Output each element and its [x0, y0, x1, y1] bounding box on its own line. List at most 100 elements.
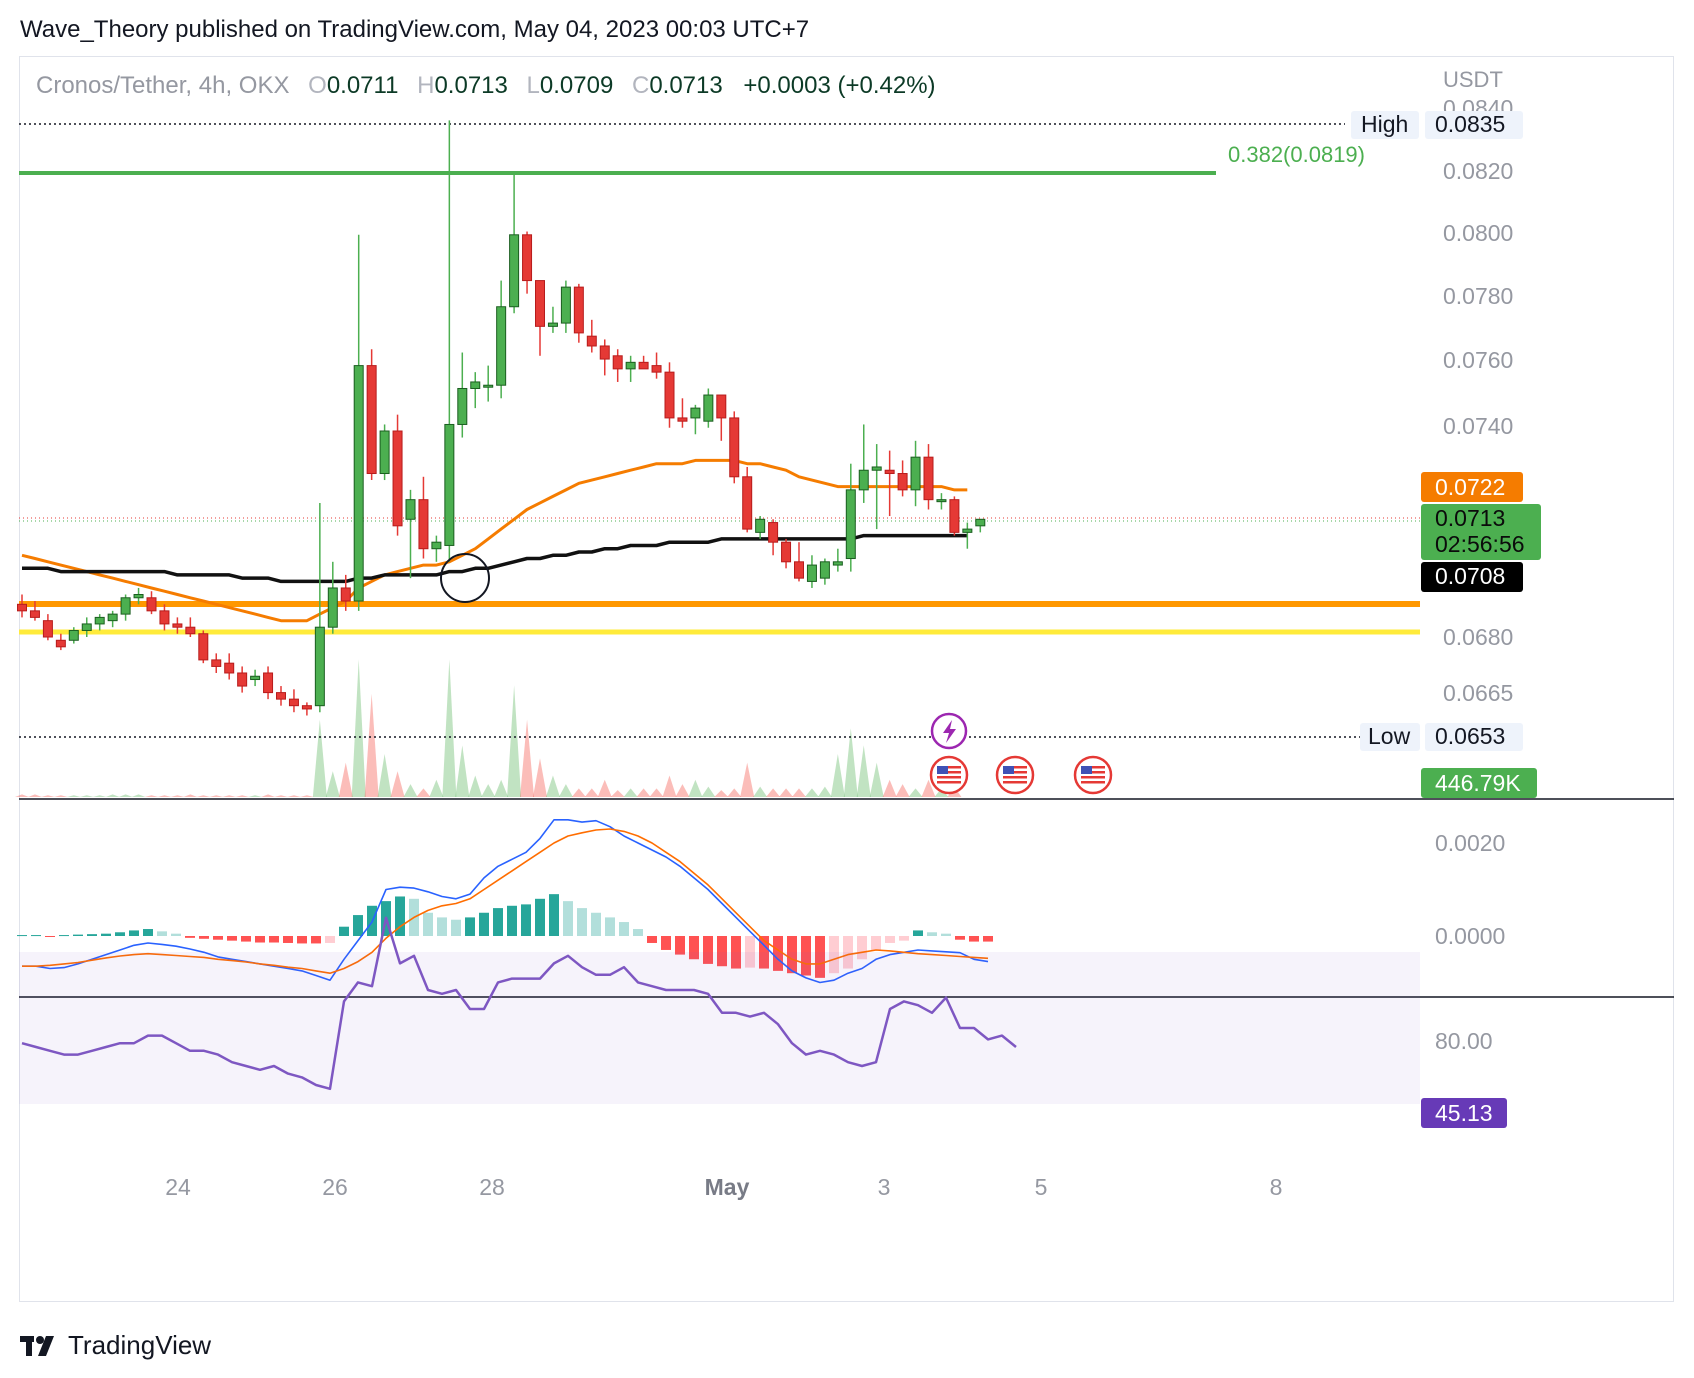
volume-bar: [856, 745, 871, 797]
price-tick-label: 0.0760: [1443, 347, 1513, 373]
tradingview-brand[interactable]: TradingView: [20, 1330, 211, 1361]
low-value-label: 0.0653: [1435, 723, 1505, 749]
macd-histogram-bar: [171, 933, 181, 936]
volume-bar: [118, 794, 133, 797]
candle-body: [444, 423, 455, 546]
volume-bar: [429, 779, 444, 797]
macd-histogram-bar: [535, 898, 545, 936]
candle-body: [573, 286, 584, 334]
ema-orange-value-label: 0.0722: [1435, 474, 1505, 500]
volume-bar: [325, 771, 340, 797]
volume-bar: [636, 788, 651, 797]
flag-ring: [1073, 755, 1113, 795]
price-tick-label: 0.0820: [1443, 158, 1513, 184]
volume-bar: [66, 795, 81, 797]
volume-bar: [53, 795, 68, 797]
volume-bar: [753, 786, 768, 797]
volume-bar: [144, 795, 159, 797]
volume-bar: [597, 779, 612, 797]
symbol-name[interactable]: Cronos/Tether, 4h, OKX: [36, 72, 290, 99]
volume-bar: [377, 754, 392, 797]
candle-body: [276, 692, 286, 700]
price-tick-label: 0.0665: [1443, 680, 1513, 706]
volume-bar: [261, 794, 276, 797]
volume-bar: [895, 784, 910, 797]
price-tick-label: 0.0780: [1443, 283, 1513, 309]
volume-value-label: 446.79K: [1435, 770, 1521, 796]
candle-body: [781, 541, 792, 563]
macd-histogram-bar: [45, 936, 55, 937]
macd-tick-label: 0.0000: [1435, 923, 1505, 949]
volume-bar: [338, 762, 353, 797]
candle-body: [224, 662, 235, 674]
volume-bar: [714, 790, 729, 797]
candle-body: [897, 473, 908, 491]
candle-body: [263, 672, 274, 694]
volume-bar: [222, 795, 237, 797]
macd-histogram-bar: [185, 936, 195, 938]
candle-body: [94, 616, 105, 625]
volume-bar: [766, 788, 781, 797]
macd-histogram-bar: [675, 936, 685, 955]
volume-bar: [170, 795, 185, 797]
macd-histogram-bar: [549, 894, 559, 936]
candle-body: [509, 234, 520, 308]
candle-body: [120, 597, 131, 615]
ema-black-value-label: 0.0708: [1435, 563, 1505, 589]
us-flag-event-icon: [1073, 755, 1113, 795]
macd-histogram-bar: [885, 936, 895, 943]
macd-histogram-bar: [423, 912, 433, 936]
time-tick-label: 28: [479, 1174, 505, 1200]
flag-ring: [995, 755, 1035, 795]
candle-body: [703, 394, 714, 422]
macd-histogram-bar: [829, 936, 839, 974]
macd-histogram-bar: [73, 934, 83, 936]
volume-bar: [299, 795, 314, 797]
candle-body: [17, 603, 27, 612]
volume-bar: [830, 754, 845, 797]
candle-body: [819, 561, 830, 579]
candle-body: [314, 626, 325, 707]
volume-bar: [79, 795, 94, 797]
candle-body: [68, 629, 79, 641]
candle-body: [392, 430, 403, 527]
macd-histogram-bar: [101, 933, 111, 936]
candle-body: [599, 345, 610, 360]
volume-bar: [481, 784, 496, 797]
candle-body: [379, 430, 390, 475]
change-value: +0.0003 (+0.42%): [743, 72, 936, 99]
macd-histogram-bar: [801, 936, 811, 976]
candle-body: [457, 387, 468, 425]
last-price-label: 0.0713: [1435, 505, 1505, 531]
volume-bar: [455, 745, 470, 797]
chart-frame: [19, 56, 1674, 1302]
volume-bar: [649, 788, 664, 797]
ema-orange-line: [21, 458, 968, 623]
volume-bar: [105, 794, 120, 797]
ema-orange-value-bg: [1421, 472, 1523, 502]
high-tag-bg: [1351, 111, 1419, 139]
ema-cross-circle: [440, 553, 490, 603]
volume-bar: [468, 775, 483, 797]
high-value: 0.0713: [434, 72, 508, 99]
macd-histogram-bar: [955, 936, 965, 940]
candle-body: [794, 561, 804, 579]
macd-histogram-bar: [241, 936, 251, 942]
volume-bar: [843, 728, 858, 797]
us-flag-event-icon: [995, 755, 1035, 795]
candle-body: [729, 417, 740, 478]
flag-stripe: [1081, 776, 1105, 779]
macd-histogram-bar: [815, 936, 825, 978]
volume-bar: [675, 784, 690, 797]
last-price-bg: [1421, 504, 1541, 560]
high-tag-label: High: [1361, 111, 1408, 137]
macd-histogram-bar: [563, 901, 573, 936]
flag-stripe: [1003, 781, 1027, 784]
macd-histogram-bar: [129, 930, 139, 936]
volume-bar: [779, 788, 794, 797]
open-value: 0.0711: [326, 72, 399, 99]
volume-bar: [688, 779, 703, 797]
volume-bar: [27, 794, 42, 797]
candle-body: [884, 469, 895, 475]
